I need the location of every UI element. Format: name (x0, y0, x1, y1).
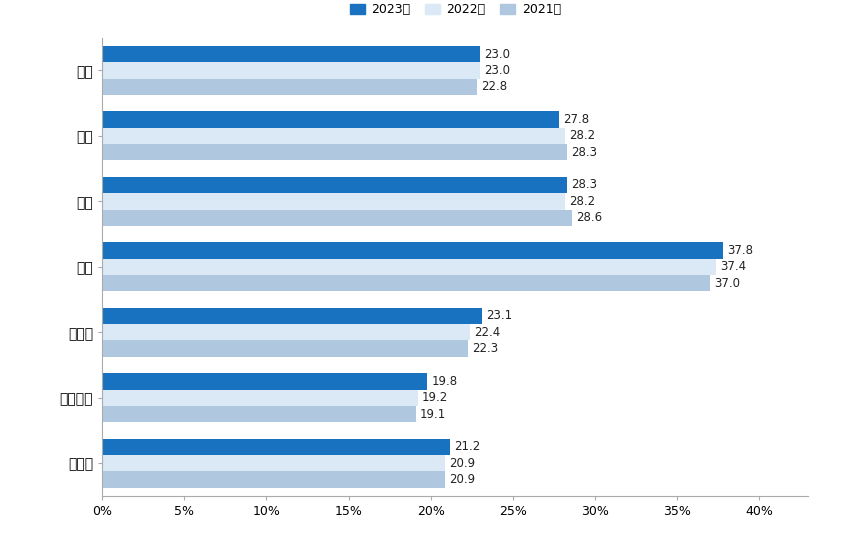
Bar (102, 275, 710, 292)
Bar (102, 471, 445, 488)
Text: 28.6: 28.6 (576, 211, 603, 224)
Text: 22.4: 22.4 (474, 326, 500, 338)
Bar (102, 390, 418, 406)
Bar (102, 177, 567, 193)
Bar (102, 63, 480, 79)
Bar (102, 46, 480, 63)
Text: 20.9: 20.9 (449, 473, 476, 486)
Bar (102, 210, 572, 226)
Bar (102, 439, 450, 455)
Bar (102, 308, 482, 324)
Text: 28.2: 28.2 (569, 195, 596, 208)
Bar (102, 79, 477, 95)
Text: 21.2: 21.2 (454, 440, 481, 453)
Bar (102, 324, 470, 341)
Text: 28.2: 28.2 (569, 129, 596, 142)
Bar (102, 455, 445, 471)
Text: 37.0: 37.0 (714, 277, 740, 289)
Text: 28.3: 28.3 (571, 178, 597, 191)
Bar (102, 144, 567, 161)
Text: 37.8: 37.8 (727, 244, 753, 257)
Text: 22.3: 22.3 (472, 342, 499, 355)
Text: 28.3: 28.3 (571, 146, 597, 159)
Text: 19.8: 19.8 (431, 375, 458, 388)
Text: 22.8: 22.8 (481, 80, 507, 93)
Text: 37.4: 37.4 (721, 260, 746, 273)
Bar (102, 373, 427, 390)
Text: 23.0: 23.0 (484, 64, 510, 77)
Bar (102, 242, 723, 259)
Bar (102, 193, 565, 210)
Text: 27.8: 27.8 (563, 113, 589, 126)
Bar (102, 406, 416, 422)
Text: 20.9: 20.9 (449, 457, 476, 469)
Bar (102, 259, 717, 275)
Text: 23.1: 23.1 (486, 309, 511, 322)
Text: 19.1: 19.1 (420, 407, 446, 420)
Bar (102, 112, 559, 128)
Legend: 2023年, 2022年, 2021年: 2023年, 2022年, 2021年 (345, 0, 566, 21)
Bar (102, 341, 468, 357)
Text: 23.0: 23.0 (484, 47, 510, 60)
Text: 19.2: 19.2 (421, 391, 448, 404)
Bar (102, 128, 565, 144)
